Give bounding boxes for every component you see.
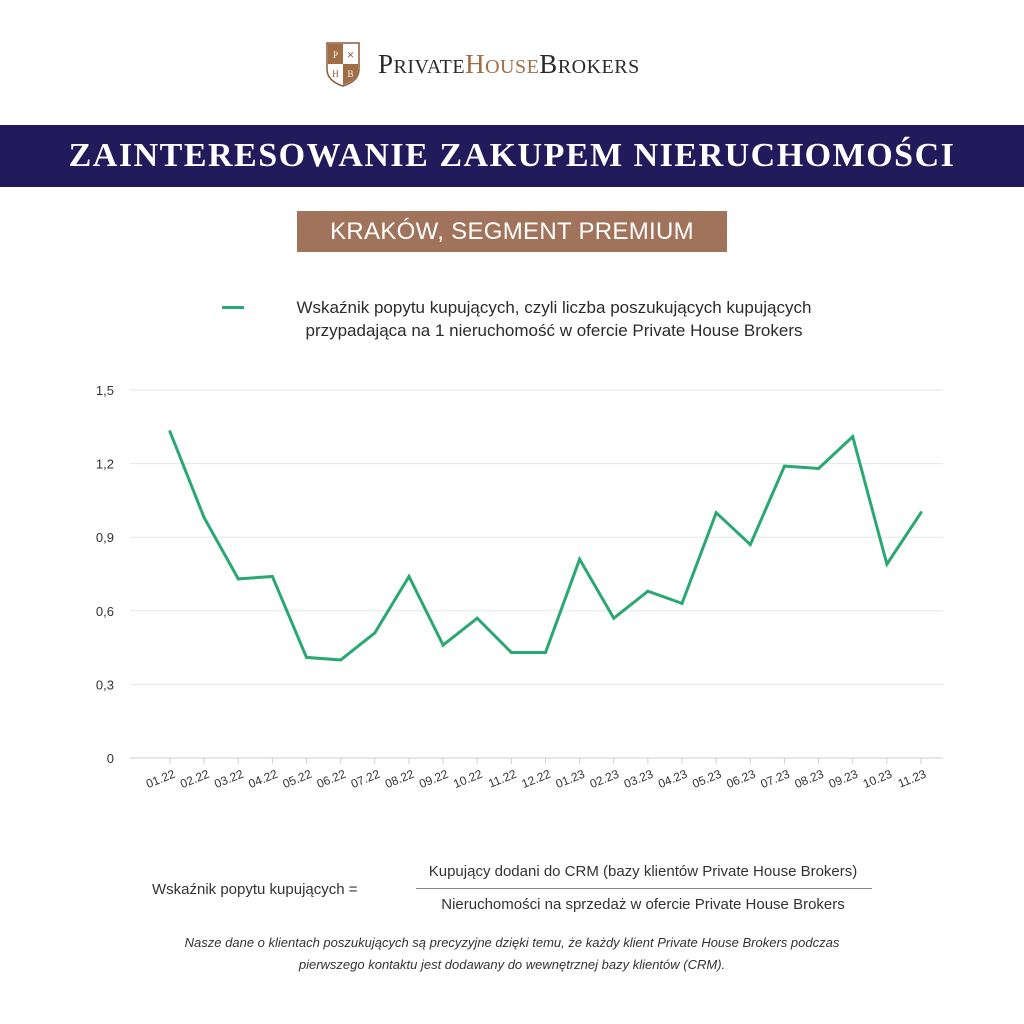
- x-tick-label: 07.22: [349, 767, 382, 791]
- x-axis-ticks: 01.22 02.22 03.22 04.22 05.22 06.22 07.22 08.22…: [144, 758, 928, 791]
- x-tick-label: 10.23: [861, 767, 894, 791]
- footnote: Nasze dane o klientach poszukujących są …: [100, 932, 924, 976]
- page-title: ZAINTERESOWANIE ZAKUPEM NIERUCHOMOŚCI: [68, 137, 956, 174]
- shield-keys-icon: ✕: [347, 50, 355, 60]
- formula-denominator: Nieruchomości na sprzedaż w ofercie Priv…: [441, 896, 845, 913]
- legend-swatch: [222, 306, 244, 309]
- x-tick-label: 04.22: [246, 767, 279, 791]
- x-tick-label: 08.22: [383, 767, 416, 791]
- data-point: [782, 464, 786, 468]
- y-tick-label: 1,5: [96, 383, 114, 398]
- legend-label: Wskaźnik popytu kupujących, czyli liczba…: [259, 296, 849, 342]
- x-tick-label: 05.22: [281, 767, 314, 791]
- formula-fraction-line: [416, 888, 872, 889]
- title-band: ZAINTERESOWANIE ZAKUPEM NIERUCHOMOŚCI: [0, 125, 1024, 187]
- subtitle-badge: KRAKÓW, SEGMENT PREMIUM: [297, 211, 727, 252]
- x-tick-label: 04.23: [656, 767, 689, 791]
- y-tick-label: 0,3: [96, 677, 114, 692]
- data-point: [475, 616, 479, 620]
- shield-letter-p: P: [333, 50, 338, 60]
- formula: Wskaźnik popytu kupujących = Kupujący do…: [0, 860, 1024, 920]
- x-tick-label: 09.22: [417, 767, 450, 791]
- data-point: [544, 651, 547, 655]
- data-point: [407, 574, 411, 578]
- formula-lhs: Wskaźnik popytu kupujących =: [152, 881, 358, 898]
- data-point: [578, 557, 582, 561]
- footnote-line-1: Nasze dane o klientach poszukujących są …: [184, 935, 840, 950]
- series-line: [168, 430, 923, 662]
- brand-logo: P ✕ H B PRIVATEHOUSEBROKERS: [325, 40, 640, 88]
- shield-letter-h: H: [332, 69, 339, 79]
- data-point: [680, 601, 684, 605]
- x-tick-label: 05.23: [690, 767, 723, 791]
- data-point: [236, 577, 240, 581]
- x-tick-label: 11.22: [486, 767, 519, 791]
- x-tick-label: 01.22: [144, 767, 177, 791]
- data-point: [885, 562, 889, 566]
- x-tick-label: 02.23: [588, 767, 621, 791]
- y-tick-label: 0,9: [96, 530, 114, 545]
- y-tick-label: 0: [107, 751, 114, 766]
- page-subtitle: KRAKÓW, SEGMENT PREMIUM: [330, 217, 694, 245]
- data-point: [509, 651, 513, 655]
- brand-name-part2: OUSE: [485, 55, 540, 78]
- data-point: [919, 511, 923, 515]
- data-point: [339, 658, 343, 662]
- x-tick-label: 11.23: [896, 767, 929, 791]
- y-axis-ticks: 0 0,3 0,6 0,9 1,2 1,5: [96, 383, 114, 766]
- x-tick-label: 06.23: [724, 767, 757, 791]
- shield-letter-b: B: [347, 69, 353, 79]
- brand-name-part1: RIVATE: [393, 55, 466, 78]
- data-point: [612, 616, 616, 620]
- x-tick-label: 09.23: [827, 767, 860, 791]
- data-point: [714, 511, 718, 515]
- data-point: [646, 589, 650, 593]
- x-tick-label: 12.22: [520, 767, 553, 791]
- brand-name-part3: ROKERS: [557, 55, 640, 78]
- x-tick-label: 03.22: [212, 767, 245, 791]
- line-chart: 00,30,60,91,21,5 01.22 02.22 03.22 04.22 05.…: [96, 383, 943, 791]
- x-tick-label: 10.22: [451, 767, 484, 791]
- x-tick-label: 07.23: [758, 767, 791, 791]
- data-point: [270, 574, 274, 578]
- data-point: [202, 516, 206, 520]
- brand-name: PRIVATEHOUSEBROKERS: [378, 48, 640, 79]
- data-point: [305, 655, 309, 659]
- x-tick-label: 01.23: [554, 767, 587, 791]
- footnote-line-2: pierwszego kontaktu jest dodawany do wew…: [298, 957, 726, 972]
- data-point: [168, 430, 172, 434]
- legend-label-line-2: przypadająca na 1 nieruchomość w ofercie…: [305, 321, 803, 340]
- data-point: [748, 543, 752, 547]
- legend-label-line-1: Wskaźnik popytu kupujących, czyli liczba…: [296, 298, 812, 317]
- x-tick-label: 06.22: [315, 767, 348, 791]
- data-point: [851, 435, 855, 439]
- x-tick-label: 08.23: [793, 767, 826, 791]
- y-tick-label: 0,6: [96, 604, 114, 619]
- x-tick-label: 03.23: [622, 767, 655, 791]
- chart-grid: [130, 389, 943, 759]
- y-tick-label: 1,2: [96, 457, 114, 472]
- chart-series: [168, 430, 923, 662]
- data-point: [441, 643, 445, 647]
- shield-logo-icon: P ✕ H B: [326, 42, 360, 87]
- x-tick-label: 02.22: [178, 767, 211, 791]
- formula-numerator: Kupujący dodani do CRM (bazy klientów Pr…: [428, 863, 858, 880]
- data-point: [817, 467, 821, 471]
- data-point: [373, 631, 377, 635]
